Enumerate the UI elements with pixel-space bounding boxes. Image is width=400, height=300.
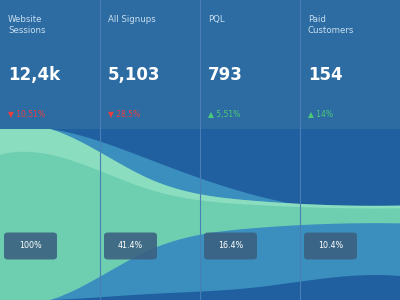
Text: ▲ 14%: ▲ 14%: [308, 110, 333, 118]
Text: Website
Sessions: Website Sessions: [8, 15, 46, 35]
Text: PQL: PQL: [208, 15, 225, 24]
Text: All Signups: All Signups: [108, 15, 156, 24]
Text: 100%: 100%: [19, 242, 42, 250]
Text: ▼ 28,5%: ▼ 28,5%: [108, 110, 140, 118]
Text: 12,4k: 12,4k: [8, 66, 60, 84]
Text: ▲ 5,51%: ▲ 5,51%: [208, 110, 240, 118]
FancyBboxPatch shape: [204, 232, 257, 260]
Text: 5,103: 5,103: [108, 66, 160, 84]
Text: 10.4%: 10.4%: [318, 242, 343, 250]
Text: 41.4%: 41.4%: [118, 242, 143, 250]
Text: 16.4%: 16.4%: [218, 242, 243, 250]
Text: 154: 154: [308, 66, 343, 84]
FancyBboxPatch shape: [104, 232, 157, 260]
Text: 793: 793: [208, 66, 243, 84]
Text: ▼ 10,51%: ▼ 10,51%: [8, 110, 45, 118]
FancyBboxPatch shape: [4, 232, 57, 260]
Text: Paid
Customers: Paid Customers: [308, 15, 354, 35]
FancyBboxPatch shape: [304, 232, 357, 260]
